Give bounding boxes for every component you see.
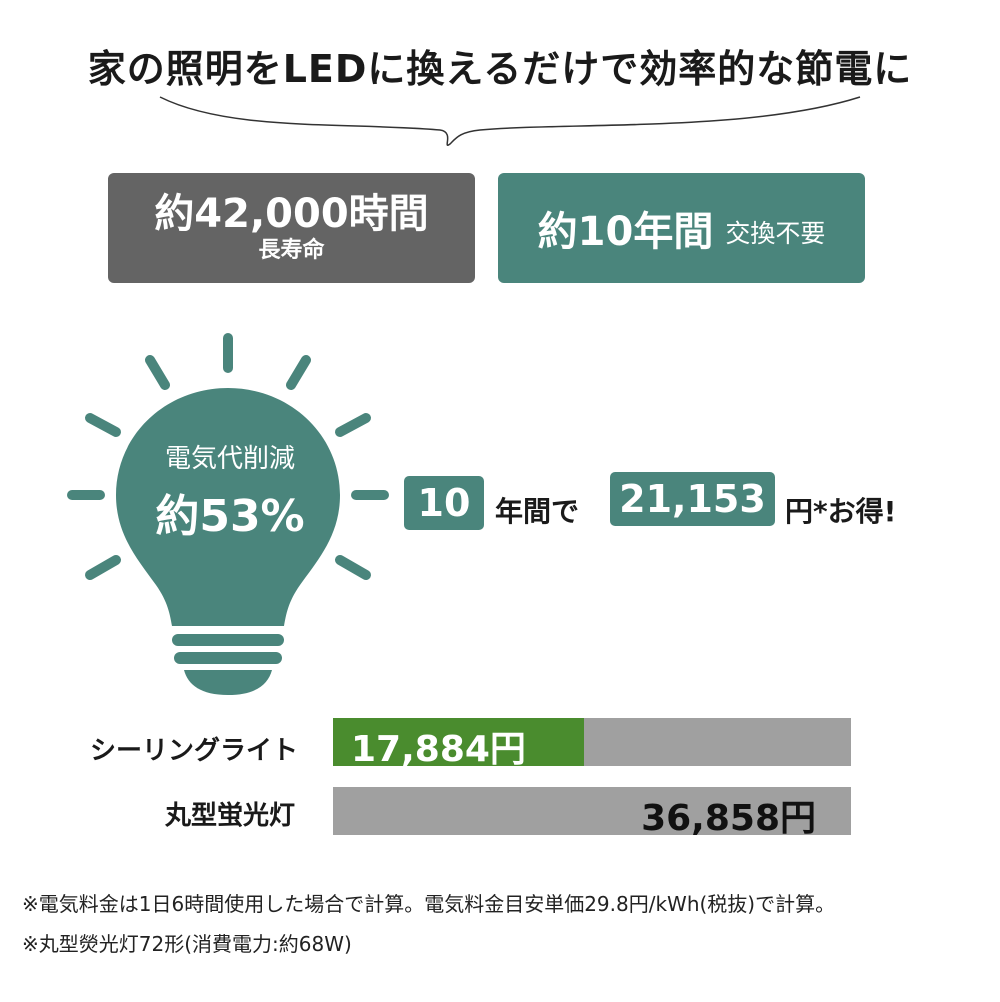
lifespan-box: 約42,000時間 長寿命 — [108, 173, 475, 283]
lifespan-main: 約42,000時間 — [154, 191, 429, 237]
replacement-sub: 交換不要 — [725, 219, 826, 248]
bar-label-fluorescent: 丸型蛍光灯 — [165, 801, 296, 831]
bulb-label: 電気代削減 — [164, 444, 295, 474]
years-suffix: 年間で — [495, 495, 580, 528]
bulb-value: 約53% — [155, 491, 305, 542]
replacement-main: 約10年間 — [537, 209, 714, 255]
replacement-box: 約10年間 交換不要 — [498, 173, 865, 283]
footnote-fluorescent: ※丸型熒光灯72形(消費電力:約68W) — [22, 932, 352, 956]
bar-fluorescent: 36,858円 — [333, 787, 851, 839]
headline: 家の照明をLEDに換えるだけで効率的な節電に — [87, 47, 913, 91]
lightbulb-icon — [67, 333, 389, 695]
bar-value-fluorescent: 36,858円 — [641, 798, 816, 839]
years-badge: 10 — [404, 476, 484, 530]
bar-value-ceiling-light: 17,884円 — [351, 729, 526, 770]
bar-track-ceiling-light: 17,884円 — [333, 718, 851, 770]
bar-ceiling-light — [333, 718, 584, 766]
bar-label-ceiling-light: シーリングライト — [90, 736, 299, 766]
savings-suffix: 円*お得! — [785, 495, 897, 528]
footnote-electricity: ※電気料金は1日6時間使用した場合で計算。電気料金目安単価29.8円/kWh(税… — [22, 892, 836, 916]
savings-amount-badge: 21,153 — [610, 472, 775, 526]
headline-underline-wave — [159, 96, 861, 146]
lifespan-sub: 長寿命 — [258, 238, 325, 263]
